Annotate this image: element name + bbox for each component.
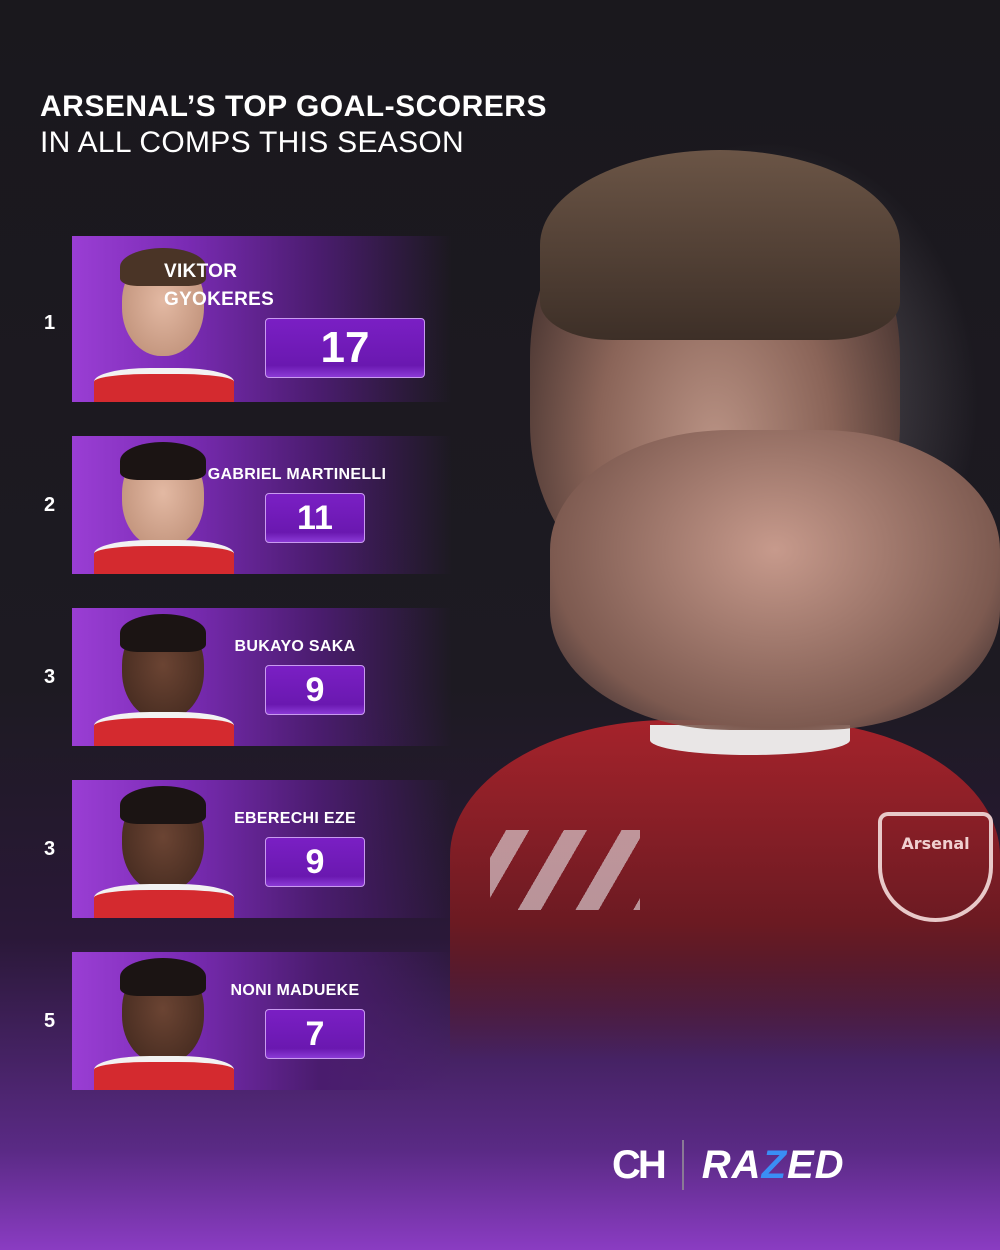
player-name: VIKTOR GYOKERES [164,261,275,310]
rank: 2 [44,494,56,516]
title-line-2: IN ALL COMPS THIS SEASON [40,126,464,159]
rank: 3 [44,838,56,860]
player-name: NONI MADUEKE [230,982,360,999]
player-photo [94,608,234,746]
logo-divider [681,1140,684,1190]
player-name: EBERECHI EZE [234,810,356,827]
player-photo [94,436,234,574]
page-title: ARSENAL’S TOP GOAL-SCORERS IN ALL COMPS … [40,90,547,160]
player-card: EBERECHI EZE 9 [72,780,452,918]
player-card: GABRIEL MARTINELLI 11 [72,436,452,574]
hero-player-photo: Arsenal [430,100,1000,1100]
arsenal-crest: Arsenal [878,812,993,922]
sponsor-logos: CH RAZED [612,1140,845,1190]
title-line-1: ARSENAL’S TOP GOAL-SCORERS [40,90,547,123]
kit-brand-stripes [490,830,640,910]
goals-badge: 11 [265,493,365,543]
player-card: NONI MADUEKE 7 [72,952,452,1090]
goals-badge: 9 [265,665,365,715]
player-name: BUKAYO SAKA [234,638,356,655]
player-photo [94,236,234,402]
player-name: GABRIEL MARTINELLI [207,466,387,483]
rank: 5 [44,1010,56,1032]
player-card: VIKTOR GYOKERES 17 [72,236,452,402]
player-card: BUKAYO SAKA 9 [72,608,452,746]
goals-badge: 9 [265,837,365,887]
rank: 1 [44,312,56,334]
ch-logo: CH [612,1142,667,1187]
razed-logo: RAZED [701,1142,845,1187]
goals-badge: 17 [265,318,425,378]
player-photo [94,952,234,1090]
rank: 3 [44,666,56,688]
player-photo [94,780,234,918]
goals-badge: 7 [265,1009,365,1059]
